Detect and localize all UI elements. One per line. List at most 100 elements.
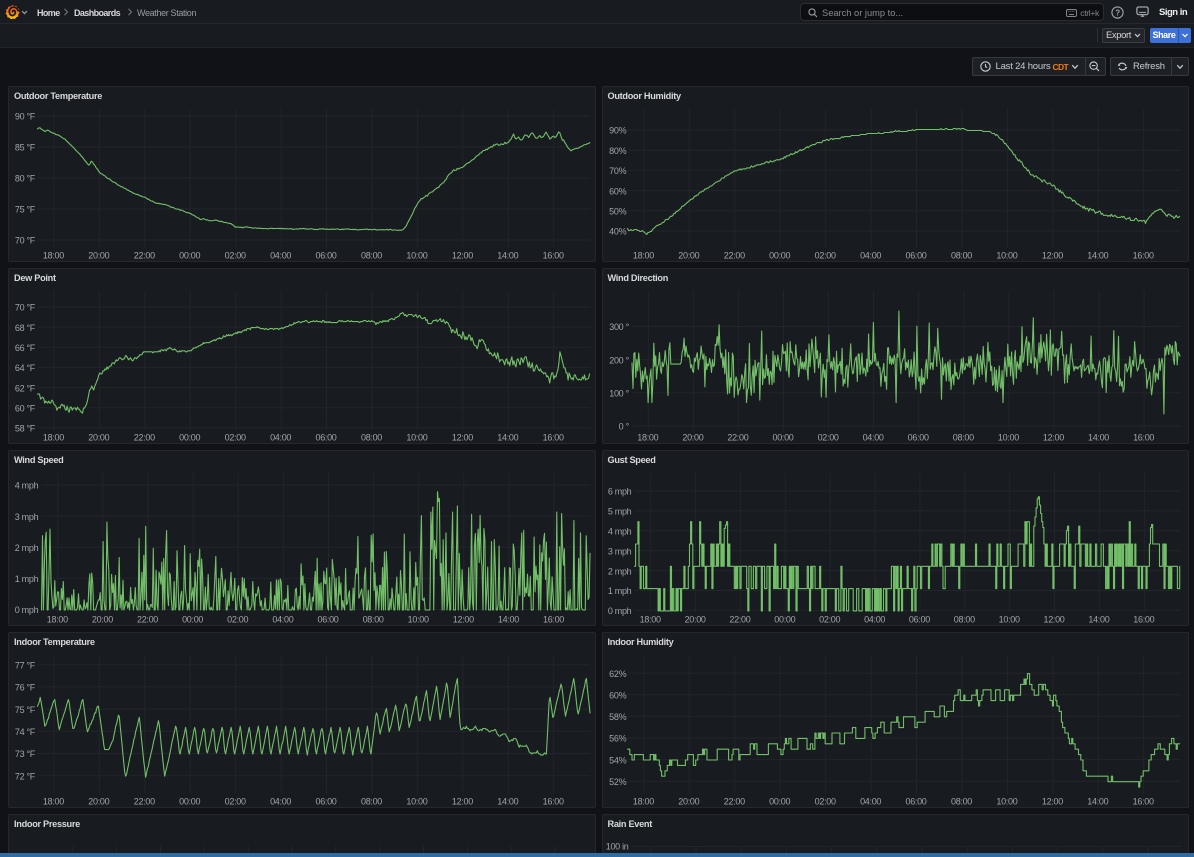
svg-text:22:00: 22:00	[729, 614, 750, 624]
svg-text:62 °F: 62 °F	[15, 383, 36, 393]
svg-text:18:00: 18:00	[639, 614, 660, 624]
svg-text:58%: 58%	[609, 712, 626, 722]
svg-text:1 mph: 1 mph	[15, 574, 39, 584]
svg-text:06:00: 06:00	[908, 614, 929, 624]
svg-text:20:00: 20:00	[678, 796, 699, 806]
svg-text:14:00: 14:00	[498, 614, 519, 624]
svg-text:10:00: 10:00	[996, 796, 1017, 806]
svg-text:70 °F: 70 °F	[15, 236, 36, 246]
svg-text:80 °F: 80 °F	[15, 174, 36, 184]
svg-text:00:00: 00:00	[774, 614, 795, 624]
svg-text:00:00: 00:00	[182, 614, 203, 624]
svg-text:00:00: 00:00	[769, 250, 790, 260]
svg-text:22:00: 22:00	[723, 250, 744, 260]
svg-text:22:00: 22:00	[137, 614, 158, 624]
svg-text:12:00: 12:00	[1041, 250, 1062, 260]
svg-text:00:00: 00:00	[179, 250, 200, 260]
svg-text:3 mph: 3 mph	[15, 512, 39, 522]
svg-text:12:00: 12:00	[1042, 432, 1063, 442]
svg-text:22:00: 22:00	[134, 796, 155, 806]
svg-text:0 mph: 0 mph	[15, 605, 39, 615]
svg-text:20:00: 20:00	[92, 614, 113, 624]
svg-text:10:00: 10:00	[408, 614, 429, 624]
svg-text:14:00: 14:00	[1088, 614, 1109, 624]
svg-text:16:00: 16:00	[543, 250, 564, 260]
svg-text:3 mph: 3 mph	[607, 546, 631, 556]
svg-text:16:00: 16:00	[543, 432, 564, 442]
svg-text:60%: 60%	[609, 690, 626, 700]
svg-text:14:00: 14:00	[497, 250, 518, 260]
svg-text:08:00: 08:00	[953, 614, 974, 624]
svg-text:18:00: 18:00	[43, 796, 64, 806]
svg-text:02:00: 02:00	[225, 432, 246, 442]
svg-text:14:00: 14:00	[1087, 432, 1108, 442]
svg-text:16:00: 16:00	[1132, 250, 1153, 260]
svg-text:04:00: 04:00	[862, 432, 883, 442]
svg-text:75 °F: 75 °F	[15, 205, 36, 215]
svg-text:14:00: 14:00	[497, 432, 518, 442]
svg-text:04:00: 04:00	[270, 250, 291, 260]
svg-text:2 mph: 2 mph	[607, 566, 631, 576]
svg-text:02:00: 02:00	[225, 796, 246, 806]
svg-text:75 °F: 75 °F	[15, 705, 36, 715]
svg-text:00:00: 00:00	[179, 432, 200, 442]
svg-text:10:00: 10:00	[406, 796, 427, 806]
svg-text:08:00: 08:00	[952, 432, 973, 442]
svg-text:08:00: 08:00	[950, 250, 971, 260]
svg-text:18:00: 18:00	[632, 796, 653, 806]
svg-text:06:00: 06:00	[317, 614, 338, 624]
svg-text:80%: 80%	[609, 146, 626, 156]
svg-text:100 °: 100 °	[609, 389, 629, 399]
svg-text:14:00: 14:00	[1087, 250, 1108, 260]
svg-text:12:00: 12:00	[1043, 614, 1064, 624]
svg-text:77 °F: 77 °F	[15, 660, 36, 670]
svg-text:12:00: 12:00	[452, 250, 473, 260]
svg-text:04:00: 04:00	[270, 796, 291, 806]
svg-text:0 mph: 0 mph	[607, 606, 631, 616]
svg-text:56%: 56%	[609, 734, 626, 744]
svg-text:2 mph: 2 mph	[15, 543, 39, 553]
svg-text:00:00: 00:00	[772, 432, 793, 442]
svg-text:70%: 70%	[609, 166, 626, 176]
svg-text:4 mph: 4 mph	[607, 527, 631, 537]
svg-text:02:00: 02:00	[817, 432, 838, 442]
svg-text:06:00: 06:00	[315, 250, 336, 260]
svg-text:08:00: 08:00	[361, 432, 382, 442]
svg-text:20:00: 20:00	[682, 432, 703, 442]
svg-text:02:00: 02:00	[225, 250, 246, 260]
svg-text:10:00: 10:00	[996, 250, 1017, 260]
svg-text:73 °F: 73 °F	[15, 749, 36, 759]
svg-text:10:00: 10:00	[406, 432, 427, 442]
svg-text:06:00: 06:00	[315, 796, 336, 806]
svg-text:22:00: 22:00	[134, 432, 155, 442]
svg-text:18:00: 18:00	[43, 250, 64, 260]
svg-text:60%: 60%	[609, 186, 626, 196]
svg-text:04:00: 04:00	[864, 614, 885, 624]
svg-text:20:00: 20:00	[88, 250, 109, 260]
svg-text:08:00: 08:00	[361, 796, 382, 806]
svg-text:02:00: 02:00	[819, 614, 840, 624]
svg-text:16:00: 16:00	[1133, 432, 1154, 442]
svg-text:62%: 62%	[609, 669, 626, 679]
svg-text:40%: 40%	[609, 227, 626, 237]
svg-text:12:00: 12:00	[452, 432, 473, 442]
svg-text:00:00: 00:00	[769, 796, 790, 806]
svg-text:20:00: 20:00	[88, 796, 109, 806]
svg-text:68 °F: 68 °F	[15, 323, 36, 333]
svg-text:08:00: 08:00	[361, 250, 382, 260]
svg-text:58 °F: 58 °F	[15, 424, 36, 434]
svg-text:85 °F: 85 °F	[15, 143, 36, 153]
svg-text:20:00: 20:00	[684, 614, 705, 624]
svg-text:04:00: 04:00	[860, 250, 881, 260]
svg-text:10:00: 10:00	[406, 250, 427, 260]
svg-text:06:00: 06:00	[905, 250, 926, 260]
svg-text:4 mph: 4 mph	[15, 481, 39, 491]
svg-text:74 °F: 74 °F	[15, 727, 36, 737]
svg-text:20:00: 20:00	[88, 432, 109, 442]
svg-text:?: ?	[1115, 8, 1120, 17]
svg-text:14:00: 14:00	[497, 796, 518, 806]
svg-text:02:00: 02:00	[814, 250, 835, 260]
svg-text:18:00: 18:00	[632, 250, 653, 260]
svg-text:18:00: 18:00	[637, 432, 658, 442]
svg-text:18:00: 18:00	[47, 614, 68, 624]
